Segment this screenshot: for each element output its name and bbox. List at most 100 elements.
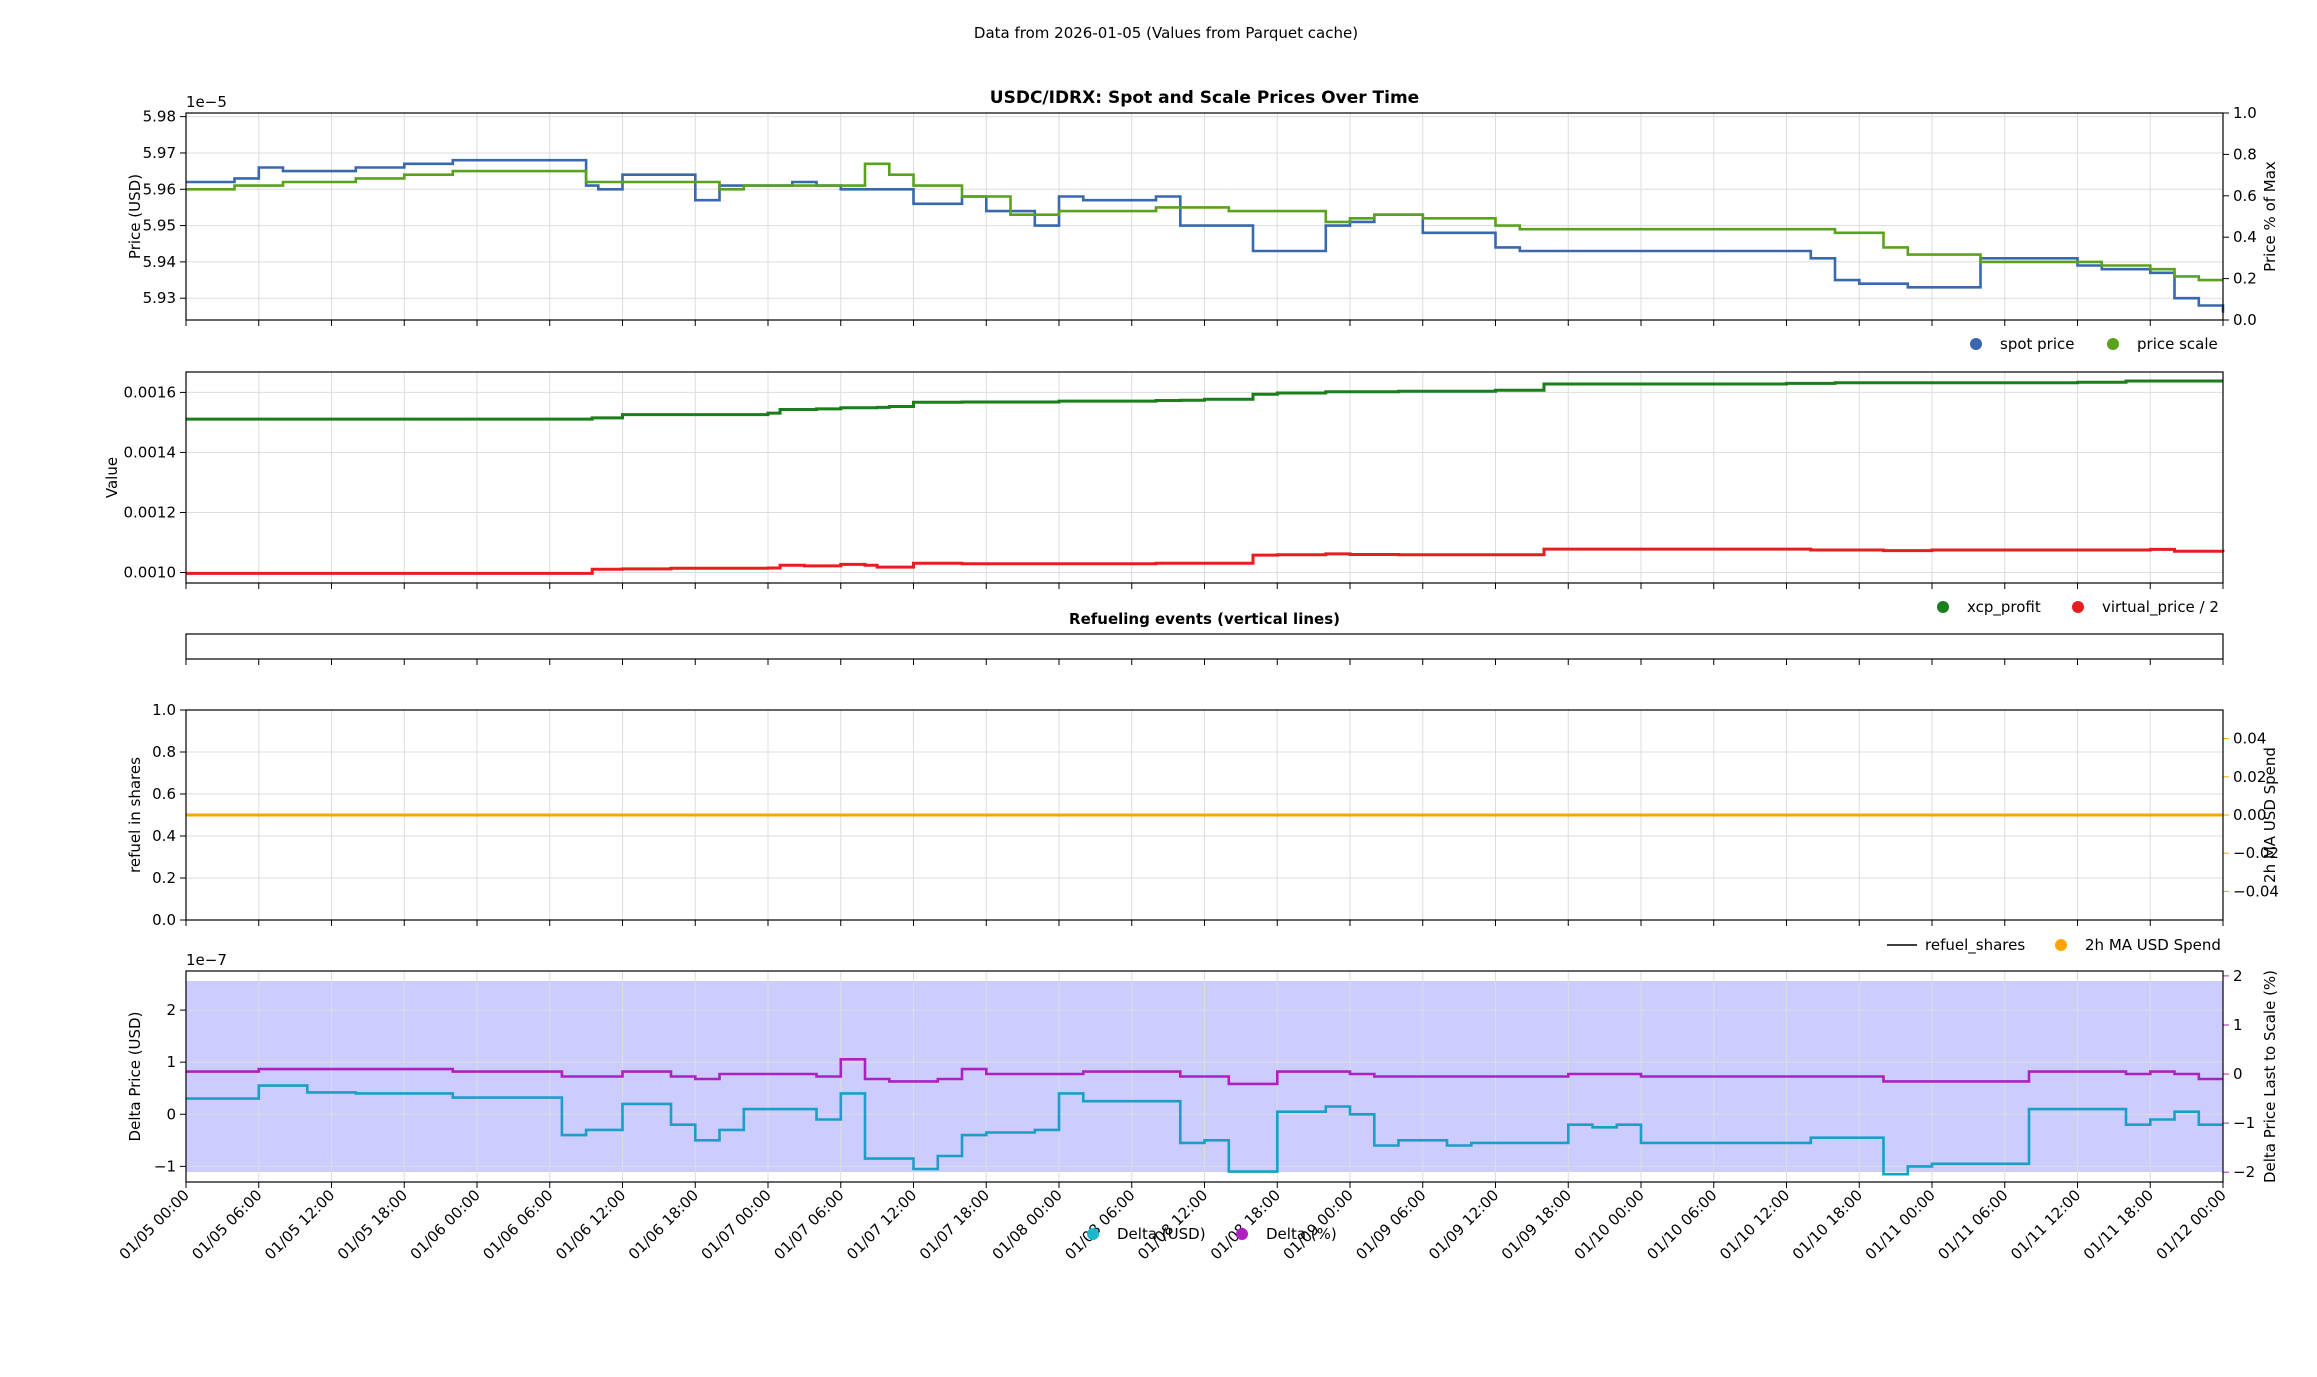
x-tick-label: 01/08 00:00 <box>989 1186 1066 1263</box>
series-line-price-scale <box>186 162 2223 282</box>
y2-tick-label: 0.8 <box>2233 145 2257 163</box>
figure-supertitle: Data from 2026-01-05 (Values from Parque… <box>974 24 1358 42</box>
y-tick-label: 0.2 <box>152 869 176 887</box>
y-tick-label: 0.0010 <box>124 563 177 581</box>
series-line-spot-price <box>186 158 2225 313</box>
y-tick-label: 5.93 <box>143 289 176 307</box>
y-tick-label: 5.94 <box>143 253 176 271</box>
y-tick-label: 0.8 <box>152 743 176 761</box>
series-line-delta- <box>186 1058 2223 1086</box>
x-tick-label: 01/05 18:00 <box>334 1186 411 1263</box>
x-tick-label: 01/10 18:00 <box>1789 1186 1866 1263</box>
x-tick-label: 01/06 00:00 <box>407 1186 484 1263</box>
x-tick-label: 01/06 06:00 <box>479 1186 556 1263</box>
series-line-virtual-price-2 <box>186 547 2225 575</box>
y-tick-label: 0.6 <box>152 785 176 803</box>
y2-tick-label: 1.0 <box>2233 104 2257 122</box>
legend-spot-price: spot price <box>2000 335 2075 353</box>
legend-marker <box>1937 601 1949 613</box>
y2-tick-label: 0.6 <box>2233 187 2257 205</box>
panel-delta-price: −1 0 1 2 Delta Price (USD) 1e−7 −2 −1 0 1 2 Delta P… <box>126 951 2279 1188</box>
y-offset-label: 1e−5 <box>186 93 227 111</box>
x-tick-label: 01/06 12:00 <box>552 1186 629 1263</box>
y-tick-label: 0.4 <box>152 827 176 845</box>
y2-tick-label: 0.0 <box>2233 311 2257 329</box>
legend-delta-pct: Delta (%) <box>1266 1225 1337 1243</box>
y2-tick-label: 0.02 <box>2233 768 2266 786</box>
legend-marker <box>2107 338 2119 350</box>
legend-marker <box>1087 1228 1099 1240</box>
x-tick-label: 01/11 18:00 <box>2080 1186 2157 1263</box>
x-tick-label: 01/07 00:00 <box>698 1186 775 1263</box>
panel-spot-scale-prices: 5.93 5.94 5.95 5.96 5.97 5.98 Price (USD) 1e−5 0… <box>126 88 2279 329</box>
y2-tick-label: 0.2 <box>2233 270 2257 288</box>
x-tick-label: 01/06 18:00 <box>625 1186 702 1263</box>
x-tick-label: 01/10 12:00 <box>1716 1186 1793 1263</box>
x-tick-label: 01/05 12:00 <box>261 1186 338 1263</box>
legend-delta-usd: Delta (USD) <box>1117 1225 1206 1243</box>
y-axis-label: Value <box>103 457 121 498</box>
y2-tick-label: 0.00 <box>2233 806 2266 824</box>
y-tick-label: 0.0014 <box>124 443 177 461</box>
y-tick-label: 1 <box>166 1053 176 1071</box>
series-line-xcp-profit <box>186 379 2223 421</box>
x-tick-label: 01/10 00:00 <box>1571 1186 1648 1263</box>
y-tick-label: 5.98 <box>143 108 176 126</box>
y-tick-label: 0.0 <box>152 911 176 929</box>
x-tick-label: 01/07 18:00 <box>916 1186 993 1263</box>
legend-marker <box>1970 338 1982 350</box>
x-tick-label: 01/09 18:00 <box>1498 1186 1575 1263</box>
y-axis-label: refuel in shares <box>126 757 144 873</box>
legend-virtual-price: virtual_price / 2 <box>2102 598 2219 617</box>
x-tick-label: 01/09 06:00 <box>1352 1186 1429 1263</box>
x-tick-label: 01/11 06:00 <box>1934 1186 2011 1263</box>
plot-frame <box>185 633 2224 660</box>
panel-refuel-shares: 0.0 0.2 0.4 0.6 0.8 1.0 refuel in shares −0.04 −… <box>126 701 2279 929</box>
y2-tick-label: 0.04 <box>2233 730 2266 748</box>
y-tick-label: 1.0 <box>152 701 176 719</box>
y2-tick-label: 1 <box>2233 1016 2243 1034</box>
plot-frame <box>185 709 2224 921</box>
plot-frame <box>185 371 2224 584</box>
legend-marker <box>1236 1228 1248 1240</box>
panel-title: USDC/IDRX: Spot and Scale Prices Over Ti… <box>990 88 1419 108</box>
legends: spot price price scale xcp_profit virtual_p… <box>1087 335 2221 1243</box>
y-tick-label: 2 <box>166 1001 176 1019</box>
y-tick-label: 0.0012 <box>124 503 177 521</box>
legend-refuel-shares: refuel_shares <box>1925 936 2025 955</box>
y2-tick-label: 2 <box>2233 967 2243 985</box>
x-tick-label: 01/05 06:00 <box>188 1186 265 1263</box>
y2-tick-label: −2 <box>2233 1163 2255 1181</box>
y-tick-label: −1 <box>154 1157 176 1175</box>
y-axis-label: Delta Price (USD) <box>126 1012 144 1142</box>
y-tick-label: 5.97 <box>143 144 176 162</box>
panel-title: Refueling events (vertical lines) <box>1069 610 1340 628</box>
y2-tick-label: −0.02 <box>2233 844 2279 862</box>
legend-marker <box>2072 601 2084 613</box>
y2-tick-label: 0 <box>2233 1065 2243 1083</box>
legend-price-scale: price scale <box>2137 335 2218 353</box>
series-line-delta-usd- <box>186 1084 2223 1176</box>
y2-axis-label: Delta Price Last to Scale (%) <box>2261 970 2279 1183</box>
x-tick-label: 01/05 00:00 <box>116 1186 193 1263</box>
x-tick-label: 01/10 06:00 <box>1643 1186 1720 1263</box>
plot-frame <box>185 112 2224 321</box>
legend-xcp-profit: xcp_profit <box>1967 598 2041 617</box>
legend-marker <box>2055 939 2067 951</box>
plot-frame <box>185 970 2224 1183</box>
y-axis-label: Price (USD) <box>126 174 144 259</box>
x-tick-label: 01/09 12:00 <box>1425 1186 1502 1263</box>
x-tick-label: 01/07 06:00 <box>770 1186 847 1263</box>
y-offset-label: 1e−7 <box>186 951 227 969</box>
panel-refueling-events: Refueling events (vertical lines) <box>185 610 2224 665</box>
panel-value: 0.0010 0.0012 0.0014 0.0016 Value <box>103 371 2225 589</box>
y-tick-label: 0 <box>166 1105 176 1123</box>
x-tick-label: 01/11 00:00 <box>1862 1186 1939 1263</box>
y2-tick-label: −1 <box>2233 1114 2255 1132</box>
x-tick-label: 01/11 12:00 <box>2007 1186 2084 1263</box>
x-tick-label: 01/07 12:00 <box>843 1186 920 1263</box>
y2-axis-label: 2h MA USD Spend <box>2261 747 2279 883</box>
y2-tick-label: 0.4 <box>2233 228 2257 246</box>
x-tick-label: 01/12 00:00 <box>2153 1186 2230 1263</box>
